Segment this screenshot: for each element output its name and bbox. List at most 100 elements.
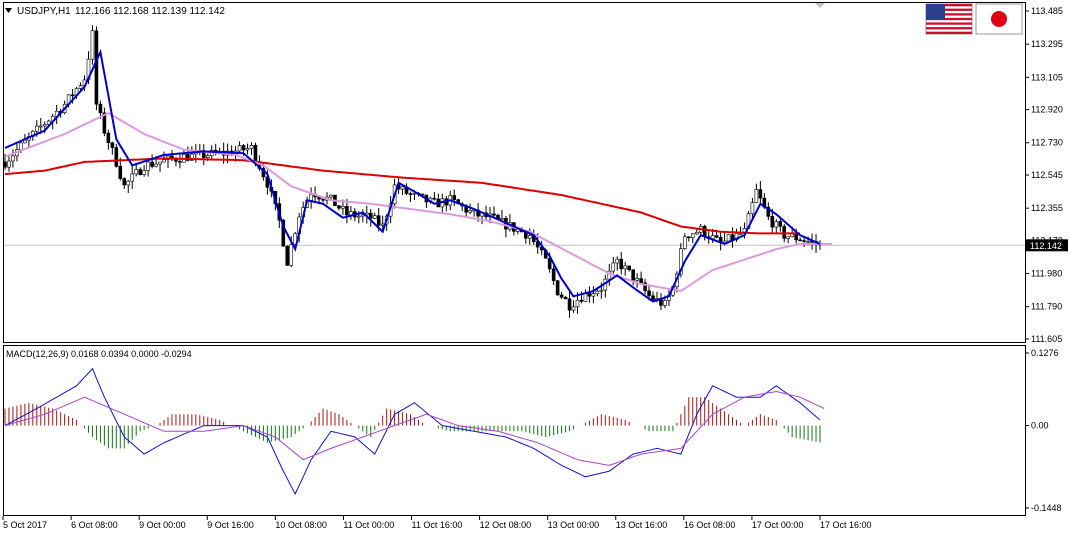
jp-flag-icon [975,3,1023,35]
time-axis-label: 5 Oct 2017 [3,520,47,530]
candle-body [142,170,146,176]
candle-body [309,194,313,201]
candle-body [110,142,115,148]
candle-body [714,235,719,238]
ma-slow-line [4,157,801,235]
candle-body [3,161,7,168]
macd-axis-label: 0.00 [1031,421,1049,431]
time-axis-label: 12 Oct 08:00 [480,520,532,530]
candle-body [114,147,119,167]
candle-body [452,195,457,201]
candle-body [78,85,83,89]
price-axis-label: 111.790 [1031,302,1062,312]
candle-body [11,155,15,162]
candle-body [687,236,691,239]
candle-body [361,214,365,217]
candle-body [253,144,258,162]
candle-body [587,292,592,297]
candle-body [285,245,290,266]
candle-body [329,194,333,198]
candle-body [46,120,51,125]
ohlc-values: 112.166 112.168 112.139 112.142 [75,6,225,17]
shift-marker-icon[interactable] [815,3,825,8]
time-axis-label: 16 Oct 08:00 [684,520,736,530]
price-pane[interactable] [3,2,1026,343]
candle-body [38,125,43,128]
candle-body [150,161,154,167]
candle-body [408,193,413,195]
candle-body [154,163,158,167]
ma-fast-line [4,48,821,303]
candle-body [786,236,790,239]
us-flag-icon [925,3,973,35]
candle-body [357,215,361,218]
candle-body [42,124,47,127]
time-axis-label: 11 Oct 16:00 [412,520,463,530]
macd-pane[interactable] [3,345,1026,516]
candle-body [245,148,250,151]
candle-body [778,221,783,227]
price-axis-label: 111.605 [1031,334,1062,344]
candle-body [571,306,576,311]
candle-body [683,236,687,250]
time-axis-label: 13 Oct 16:00 [616,520,668,530]
price-axis-label: 113.485 [1031,6,1063,16]
candle-body [595,290,600,294]
candle-body [631,269,635,281]
price-axis-label: 112.545 [1031,170,1063,180]
current-price-tag: 112.142 [1026,239,1068,252]
price-axis-label: 112.730 [1031,138,1063,148]
candle-body [98,103,103,114]
svg-text:112.142: 112.142 [1030,241,1062,251]
candle-body [627,265,631,270]
candle-body [126,180,131,186]
symbol-label: USDJPY,H1 [17,6,71,17]
time-axis-label: 13 Oct 00:00 [548,520,600,530]
candle-body [130,173,135,182]
candle-body [766,206,771,217]
candle-body [432,197,437,200]
candle-body [372,215,377,219]
macd-signal-line [4,390,825,466]
candle-body [774,221,779,228]
candle-body [790,233,794,238]
candle-body [19,142,23,150]
candle-body [619,258,624,270]
candle-body [94,30,99,105]
time-axis: 5 Oct 2017 6 Oct 08:00 9 Oct 00:00 9 Oct 16… [2,516,872,530]
candle-body [7,160,11,168]
candle-body [134,169,138,175]
candle-body [492,213,496,216]
price-axis-label: 112.920 [1031,105,1063,115]
candle-body [102,112,107,134]
candle-body [241,145,246,151]
macd-axis-label: -0.1448 [1031,503,1062,513]
candle-body [162,159,166,163]
candle-body [321,198,325,201]
candle-body [754,189,759,203]
candle-body [527,235,532,239]
time-axis-label: 6 Oct 08:00 [71,520,118,530]
ma-mid-line [4,111,832,293]
candle-body [794,233,798,241]
candle-body [770,216,775,228]
candle-body [806,240,810,243]
candle-body [281,219,286,247]
candle-body [623,265,627,270]
candle-body [559,294,564,298]
candle-body [106,132,111,144]
candle-body [178,161,182,163]
candle-body [249,144,254,149]
candle-body [337,205,341,209]
candle-body [690,233,695,238]
candle-body [376,215,381,226]
price-axis-label: 113.295 [1031,39,1063,49]
candle-body [635,278,639,281]
candle-body [651,295,655,300]
candle-body [118,166,123,179]
candle-body [591,293,596,297]
time-axis-label: 11 Oct 00:00 [343,520,394,530]
candle-body [122,178,127,186]
candle-body [289,244,294,266]
